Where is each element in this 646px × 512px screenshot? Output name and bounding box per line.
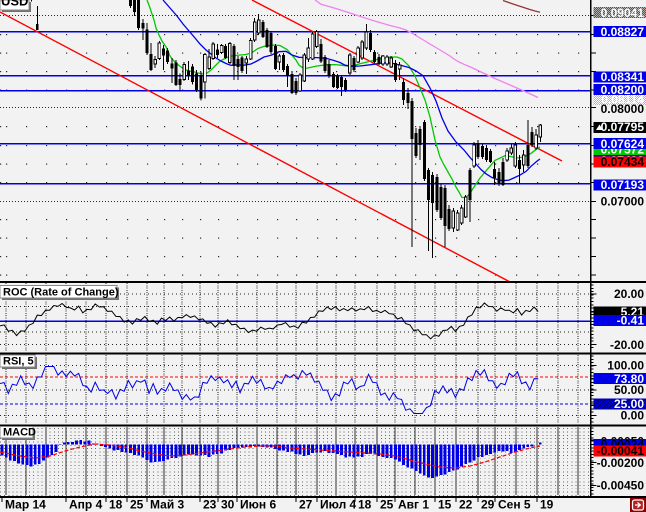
svg-text:0.07193: 0.07193 [601, 178, 645, 192]
svg-text:0.08341: 0.08341 [601, 70, 645, 84]
svg-text:RSI, 5: RSI, 5 [3, 356, 34, 368]
svg-text:19: 19 [540, 498, 554, 512]
svg-text:50.00: 50.00 [614, 383, 644, 397]
svg-text:0.07624: 0.07624 [601, 137, 645, 151]
svg-text:-20.00: -20.00 [610, 338, 644, 352]
svg-text:0.09041: 0.09041 [601, 6, 645, 20]
svg-text:ROC (Rate of Change): ROC (Rate of Change) [3, 287, 119, 299]
svg-text:-0.41: -0.41 [617, 314, 645, 328]
svg-text:18: 18 [358, 498, 372, 512]
svg-text:0.00: 0.00 [621, 409, 645, 423]
svg-text:Май 3: Май 3 [150, 498, 185, 512]
svg-text:0.08114: 0.08114 [601, 93, 644, 107]
svg-text:20.00: 20.00 [614, 287, 644, 301]
svg-text:25: 25 [130, 498, 144, 512]
svg-text:18: 18 [109, 498, 123, 512]
svg-text:0.07000: 0.07000 [601, 195, 645, 209]
svg-text:0.07795: 0.07795 [601, 120, 645, 134]
svg-text:100.00: 100.00 [607, 359, 644, 373]
svg-text:25.00: 25.00 [614, 397, 644, 411]
svg-text:0.07434: 0.07434 [601, 155, 645, 169]
svg-text:0.08200: 0.08200 [601, 83, 645, 97]
svg-text:-0.00450: -0.00450 [597, 479, 645, 493]
svg-text:Июн 6: Июн 6 [240, 498, 276, 512]
svg-text:27: 27 [299, 498, 313, 512]
svg-text:73.80: 73.80 [614, 372, 644, 386]
svg-text:-0.00200: -0.00200 [597, 456, 645, 470]
svg-text:0.08000: 0.08000 [601, 102, 645, 116]
svg-text:Июл 4: Июл 4 [320, 498, 357, 512]
svg-text:Авг 1: Авг 1 [398, 498, 429, 512]
svg-text:MACD: MACD [3, 427, 36, 439]
svg-text:25: 25 [380, 498, 394, 512]
svg-text:15: 15 [438, 498, 452, 512]
svg-text:-0.00041: -0.00041 [597, 444, 645, 458]
svg-text:Сен 5: Сен 5 [498, 498, 531, 512]
svg-text:22: 22 [459, 498, 473, 512]
svg-text:23: 23 [203, 498, 217, 512]
svg-text:29: 29 [481, 498, 495, 512]
svg-text:Апр 4: Апр 4 [69, 498, 103, 512]
svg-text:USDJPY: USDJPY [1, 0, 53, 9]
svg-text:Мар 14: Мар 14 [5, 498, 46, 512]
svg-text:30: 30 [221, 498, 235, 512]
svg-text:0.08827: 0.08827 [601, 25, 645, 39]
